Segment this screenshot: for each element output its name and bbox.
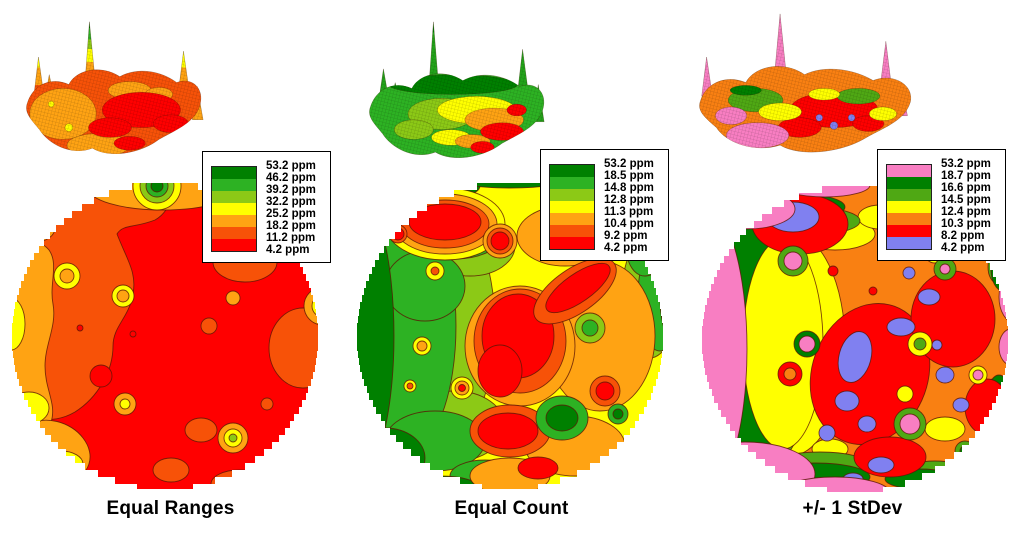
legend-label: 18.5 ppm — [604, 170, 654, 182]
legend-label: 18.2 ppm — [266, 220, 316, 232]
legend-swatch-column — [211, 166, 257, 252]
surface-plot-3d-equal-count — [368, 21, 545, 159]
legend-label: 53.2 ppm — [266, 160, 316, 172]
legend-label: 8.2 ppm — [941, 230, 985, 242]
legend-swatch — [212, 215, 256, 227]
legend-labels: 53.2 ppm 46.2 ppm 39.2 ppm 32.2 ppm 25.2… — [266, 160, 322, 256]
legend-label: 4.2 ppm — [941, 242, 985, 254]
legend-labels: 53.2 ppm 18.5 ppm 14.8 ppm 12.8 ppm 11.3… — [604, 158, 660, 254]
legend-label: 12.8 ppm — [604, 194, 654, 206]
legend-label: 9.2 ppm — [604, 230, 648, 242]
legend-label: 11.2 ppm — [266, 232, 316, 244]
panel-stdev: 53.2 ppm 18.7 ppm 16.6 ppm 14.5 ppm 12.4… — [682, 0, 1023, 548]
legend-label: 32.2 ppm — [266, 196, 316, 208]
contour-map-equal-ranges — [12, 183, 318, 489]
contour-map-equal-count — [357, 183, 663, 489]
panel-caption: +/- 1 StDev — [802, 498, 903, 519]
legend-label: 16.6 ppm — [941, 182, 991, 194]
legend-swatch — [212, 167, 256, 179]
legend-swatch — [887, 237, 931, 249]
legend-swatch — [887, 189, 931, 201]
legend-label: 53.2 ppm — [604, 158, 654, 170]
panel-equal-ranges: 53.2 ppm 46.2 ppm 39.2 ppm 32.2 ppm 25.2… — [0, 0, 341, 548]
legend-label: 10.3 ppm — [941, 218, 991, 230]
legend-swatch — [212, 239, 256, 251]
legend-swatch — [887, 201, 931, 213]
legend-label: 14.5 ppm — [941, 194, 991, 206]
legend-swatch-column — [549, 164, 595, 250]
legend-label: 10.4 ppm — [604, 218, 654, 230]
wireframe-mesh-overlay — [26, 21, 204, 154]
wireframe-mesh-overlay — [369, 21, 545, 158]
panel-caption: Equal Count — [454, 498, 569, 519]
legend-label: 53.2 ppm — [941, 158, 991, 170]
legend-label: 18.7 ppm — [941, 170, 991, 182]
wireframe-mesh-overlay — [699, 13, 911, 153]
legend-swatch — [887, 225, 931, 237]
legend-swatch — [550, 165, 594, 177]
legend-label: 4.2 ppm — [266, 244, 310, 256]
legend-label: 11.3 ppm — [604, 206, 654, 218]
legend-swatch — [550, 213, 594, 225]
legend-box: 53.2 ppm 18.7 ppm 16.6 ppm 14.5 ppm 12.4… — [877, 149, 1006, 261]
legend-swatch — [887, 213, 931, 225]
legend-label: 14.8 ppm — [604, 182, 654, 194]
legend-swatch — [212, 179, 256, 191]
legend-swatch — [212, 227, 256, 239]
panel-equal-count: 53.2 ppm 18.5 ppm 14.8 ppm 12.8 ppm 11.3… — [341, 0, 682, 548]
contour-map-stdev — [702, 186, 1008, 492]
legend-swatch — [550, 189, 594, 201]
legend-swatch — [550, 225, 594, 237]
contour-regions — [702, 186, 1008, 492]
legend-swatch — [550, 201, 594, 213]
legend-labels: 53.2 ppm 18.7 ppm 16.6 ppm 14.5 ppm 12.4… — [941, 158, 997, 254]
green-peak-rings — [132, 183, 182, 211]
legend-label: 12.4 ppm — [941, 206, 991, 218]
legend-label: 25.2 ppm — [266, 208, 316, 220]
surface-plot-3d-stdev — [699, 13, 912, 153]
legend-label: 39.2 ppm — [266, 184, 316, 196]
legend-swatch — [887, 177, 931, 189]
legend-swatch — [212, 191, 256, 203]
panel-caption: Equal Ranges — [106, 498, 235, 519]
legend-swatch — [550, 237, 594, 249]
legend-swatch — [887, 165, 931, 177]
legend-box: 53.2 ppm 46.2 ppm 39.2 ppm 32.2 ppm 25.2… — [202, 151, 331, 263]
legend-swatch — [212, 203, 256, 215]
legend-label: 46.2 ppm — [266, 172, 316, 184]
surface-plot-3d-equal-ranges — [25, 21, 204, 155]
legend-swatch-column — [886, 164, 932, 250]
legend-box: 53.2 ppm 18.5 ppm 14.8 ppm 12.8 ppm 11.3… — [540, 149, 669, 261]
legend-label: 4.2 ppm — [604, 242, 648, 254]
legend-swatch — [550, 177, 594, 189]
